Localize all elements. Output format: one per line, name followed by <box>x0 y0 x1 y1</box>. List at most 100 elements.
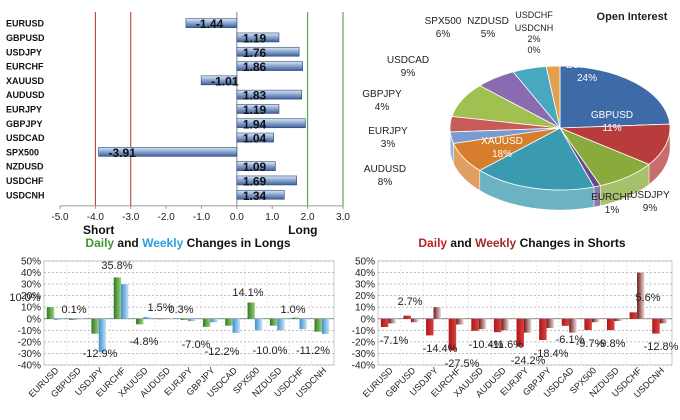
y-tick-label: -10% <box>352 326 375 337</box>
data-label: -12.9% <box>83 348 118 360</box>
data-label: 35.8% <box>101 260 132 272</box>
category-label: EURJPY <box>6 104 42 114</box>
value-bar <box>236 104 280 114</box>
value-bar <box>236 89 302 100</box>
data-label: -9.7% <box>576 338 605 350</box>
bar-weekly <box>501 318 509 331</box>
value-label: 1.94 <box>243 117 267 131</box>
pie-percent-label: 5% <box>481 29 496 40</box>
bar-daily <box>629 312 638 319</box>
pie-label: USDCHF <box>515 10 553 20</box>
bar-daily <box>403 315 411 319</box>
pie-label: USDJPY <box>630 190 670 201</box>
y-tick-label: -20% <box>18 337 41 348</box>
data-label: -10.0% <box>253 345 288 357</box>
pie-label: EURJPY <box>368 126 408 137</box>
category-label: USDCAD <box>6 133 45 143</box>
bar-weekly <box>188 318 196 322</box>
bar-weekly <box>388 318 396 324</box>
x-tick-label: 2.0 <box>301 212 315 223</box>
bar-daily <box>652 318 660 334</box>
value-bar <box>236 132 274 143</box>
bar-daily <box>471 318 479 331</box>
pie-label: NZDUSD <box>467 16 509 27</box>
bar-daily <box>606 318 615 331</box>
y-tick-label: -40% <box>18 361 41 372</box>
x-tick-label: 3.0 <box>336 212 350 223</box>
value-bar <box>98 147 238 157</box>
data-label: -9.8% <box>597 338 626 350</box>
value-label: 1.34 <box>243 189 267 203</box>
value-label: 1.83 <box>243 89 267 103</box>
bar-daily <box>584 318 592 330</box>
pie-slice <box>559 123 671 165</box>
bar-daily <box>225 318 233 326</box>
y-tick-label: 0% <box>27 314 42 325</box>
bar-weekly <box>165 318 174 319</box>
bar-weekly <box>76 318 84 320</box>
chart-title-part: and <box>447 236 472 250</box>
bar-daily <box>516 318 524 347</box>
value-bar <box>236 175 297 186</box>
y-tick-label: 20% <box>355 291 375 302</box>
bar-daily <box>561 318 570 326</box>
pie-percent-label: 9% <box>401 68 416 79</box>
category-label: GBPUSD <box>6 33 45 43</box>
bar-daily <box>158 318 166 320</box>
chart-title-part: Daily <box>418 236 447 250</box>
chart-title-part: Changes in Longs <box>183 236 291 250</box>
bar-weekly <box>277 318 285 331</box>
pie-label: USDCAD <box>387 55 429 66</box>
bar-weekly <box>637 272 645 319</box>
pie-percent-label: 4% <box>375 102 390 113</box>
y-tick-label: -30% <box>18 349 41 360</box>
pie-label: AUDUSD <box>364 164 406 175</box>
bar-weekly <box>591 318 600 323</box>
pie-label: USDCNH <box>515 23 554 33</box>
data-label: -11.2% <box>296 345 330 357</box>
pie-percent-label: 1% <box>605 205 620 216</box>
pie-percent-label: 2% <box>527 34 540 44</box>
value-label: -1.01 <box>211 74 239 88</box>
bar-weekly <box>614 318 622 322</box>
short-annotation: Short <box>83 223 114 237</box>
y-tick-label: -40% <box>352 361 375 372</box>
y-tick-label: 30% <box>21 280 41 291</box>
bar-daily <box>539 318 547 341</box>
longs-changes-chart: -40%-30%-20%-10%0%10%20%30%40%50%EURUSDG… <box>9 236 335 400</box>
pie-percent-label: 8% <box>378 177 393 188</box>
y-tick-label: 10% <box>355 303 375 314</box>
y-tick-label: 40% <box>21 268 41 279</box>
pie-title: Open Interest <box>597 11 668 23</box>
data-label: -11.6% <box>489 339 523 351</box>
pie-slice <box>478 127 595 191</box>
positioning-bar-chart: -5.0 -4.0 -3.0 -2.0 -1.0 0.0 1.0 2.0 3.0 EURUSD -1… <box>6 12 350 237</box>
value-label: 1.69 <box>243 174 267 188</box>
y-tick-label: -30% <box>352 349 375 360</box>
category-label: SPX500 <box>6 147 39 157</box>
data-label: 0.1% <box>61 304 86 316</box>
bar-daily <box>247 302 255 319</box>
bar-daily <box>448 318 457 351</box>
value-bar <box>236 161 276 171</box>
chart-title-part: and <box>114 236 139 250</box>
y-tick-label: 40% <box>355 268 375 279</box>
bar-daily <box>136 318 144 325</box>
bar-daily <box>91 318 99 334</box>
value-label: 1.76 <box>243 46 267 60</box>
value-label: 1.04 <box>243 132 267 146</box>
pie-slice <box>545 65 561 129</box>
shorts-changes-chart: -40%-30%-20%-10%0%10%20%30%40%50%EURUSDG… <box>352 236 679 400</box>
data-label: -6.1% <box>556 334 585 346</box>
x-tick-label: -4.0 <box>87 212 105 223</box>
x-tick-label: -3.0 <box>122 212 140 223</box>
x-tick-label: 0.0 <box>230 212 244 223</box>
bar-daily <box>69 318 77 320</box>
chart-title-part: Daily <box>85 236 114 250</box>
pie-label: GBPJPY <box>362 89 402 100</box>
data-label: -24.2% <box>511 355 546 367</box>
x-tick-label: 1.0 <box>265 212 279 223</box>
pie-percent-label: 24% <box>577 73 597 84</box>
y-tick-label: 50% <box>21 257 41 268</box>
y-tick-label: 30% <box>355 280 375 291</box>
